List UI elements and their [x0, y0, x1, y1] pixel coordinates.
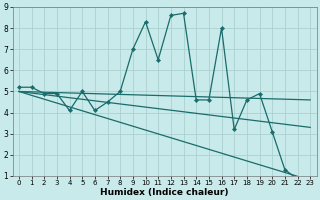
X-axis label: Humidex (Indice chaleur): Humidex (Indice chaleur) [100, 188, 229, 197]
